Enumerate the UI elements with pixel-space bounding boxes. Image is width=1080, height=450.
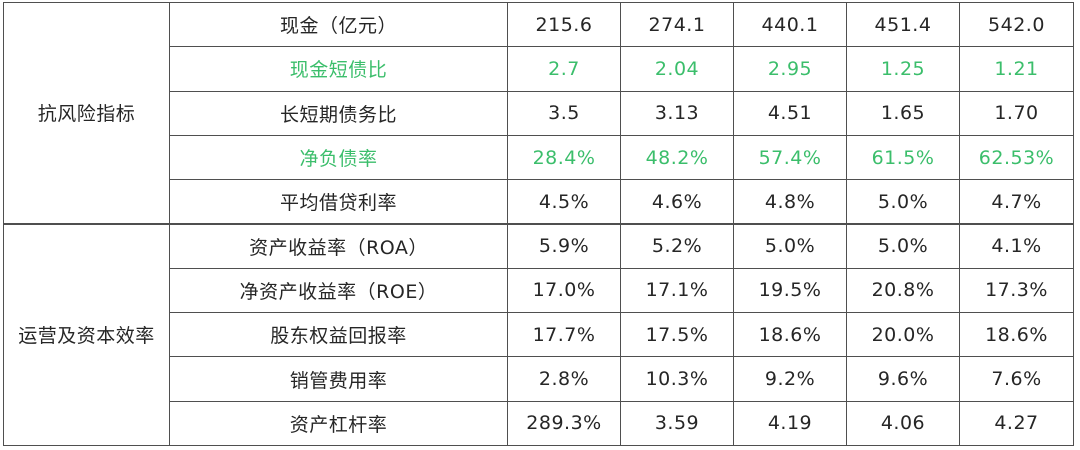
value-cell: 17.3% — [959, 267, 1074, 314]
value-cell: 2.95 — [733, 46, 847, 92]
value-cell: 4.19 — [733, 400, 847, 447]
table-row: 净负债率 28.4% 48.2% 57.4% 61.5% 62.53% — [4, 134, 1074, 181]
value-cell: 2.04 — [620, 46, 734, 92]
value-cell: 4.8% — [733, 179, 847, 225]
value-cell: 18.6% — [959, 312, 1074, 358]
value-cell: 61.5% — [846, 134, 960, 181]
value-cell: 4.6% — [620, 179, 734, 225]
value-cell: 48.2% — [620, 134, 734, 181]
value-cell: 1.21 — [959, 46, 1074, 92]
metric-label: 净负债率 — [169, 134, 508, 181]
value-cell: 5.9% — [507, 222, 621, 269]
value-cell: 4.5% — [507, 179, 621, 225]
value-cell: 9.2% — [733, 356, 847, 402]
metric-label: 净资产收益率（ROE） — [169, 267, 508, 314]
value-cell: 3.5 — [507, 90, 621, 136]
value-cell: 5.0% — [846, 222, 960, 269]
metric-label: 资产收益率（ROA） — [169, 222, 508, 269]
category-cell-risk: 抗风险指标 — [3, 1, 170, 225]
value-cell: 10.3% — [620, 356, 734, 402]
metric-label: 股东权益回报率 — [169, 312, 508, 358]
category-cell-operations: 运营及资本效率 — [3, 222, 170, 446]
value-cell: 542.0 — [959, 1, 1074, 48]
value-cell: 4.1% — [959, 222, 1074, 269]
value-cell: 17.5% — [620, 312, 734, 358]
value-cell: 4.27 — [959, 400, 1074, 447]
value-cell: 1.70 — [959, 90, 1074, 136]
table-row: 长短期债务比 3.5 3.13 4.51 1.65 1.70 — [4, 90, 1074, 136]
value-cell: 1.65 — [846, 90, 960, 136]
metric-label: 资产杠杆率 — [169, 400, 508, 447]
financial-metrics-table-wrap: 抗风险指标 现金（亿元） 215.6 274.1 440.1 451.4 542… — [3, 1, 1074, 447]
metric-label: 现金（亿元） — [169, 1, 508, 48]
value-cell: 1.25 — [846, 46, 960, 92]
table-row: 运营及资本效率 资产收益率（ROA） 5.9% 5.2% 5.0% 5.0% 4… — [3, 222, 1074, 446]
table-row: 抗风险指标 现金（亿元） 215.6 274.1 440.1 451.4 542… — [3, 1, 1074, 225]
metric-label: 销管费用率 — [169, 356, 508, 402]
metric-label: 现金短债比 — [169, 46, 508, 92]
value-cell: 5.0% — [733, 222, 847, 269]
metric-label: 长短期债务比 — [169, 90, 508, 136]
value-cell: 215.6 — [507, 1, 621, 48]
value-cell: 7.6% — [959, 356, 1074, 402]
value-cell: 17.0% — [507, 267, 621, 314]
financial-metrics-table: 抗风险指标 现金（亿元） 215.6 274.1 440.1 451.4 542… — [3, 1, 1074, 447]
value-cell: 3.13 — [620, 90, 734, 136]
value-cell: 289.3% — [507, 400, 621, 447]
metric-label: 平均借贷利率 — [169, 179, 508, 225]
value-cell: 4.7% — [959, 179, 1074, 225]
value-cell: 451.4 — [846, 1, 960, 48]
value-cell: 57.4% — [733, 134, 847, 181]
value-cell: 20.0% — [846, 312, 960, 358]
value-cell: 28.4% — [507, 134, 621, 181]
value-cell: 9.6% — [846, 356, 960, 402]
value-cell: 2.7 — [507, 46, 621, 92]
table-row: 股东权益回报率 17.7% 17.5% 18.6% 20.0% 18.6% — [4, 312, 1074, 358]
value-cell: 17.1% — [620, 267, 734, 314]
value-cell: 5.0% — [846, 179, 960, 225]
value-cell: 274.1 — [620, 1, 734, 48]
table-row: 净资产收益率（ROE） 17.0% 17.1% 19.5% 20.8% 17.3… — [4, 267, 1074, 314]
value-cell: 440.1 — [733, 1, 847, 48]
value-cell: 19.5% — [733, 267, 847, 314]
value-cell: 4.51 — [733, 90, 847, 136]
value-cell: 3.59 — [620, 400, 734, 447]
value-cell: 2.8% — [507, 356, 621, 402]
value-cell: 20.8% — [846, 267, 960, 314]
table-row: 现金短债比 2.7 2.04 2.95 1.25 1.21 — [4, 46, 1074, 92]
value-cell: 4.06 — [846, 400, 960, 447]
table-row: 平均借贷利率 4.5% 4.6% 4.8% 5.0% 4.7% — [4, 179, 1074, 225]
table-row: 资产杠杆率 289.3% 3.59 4.19 4.06 4.27 — [4, 400, 1074, 447]
value-cell: 18.6% — [733, 312, 847, 358]
value-cell: 62.53% — [959, 134, 1074, 181]
value-cell: 17.7% — [507, 312, 621, 358]
value-cell: 5.2% — [620, 222, 734, 269]
